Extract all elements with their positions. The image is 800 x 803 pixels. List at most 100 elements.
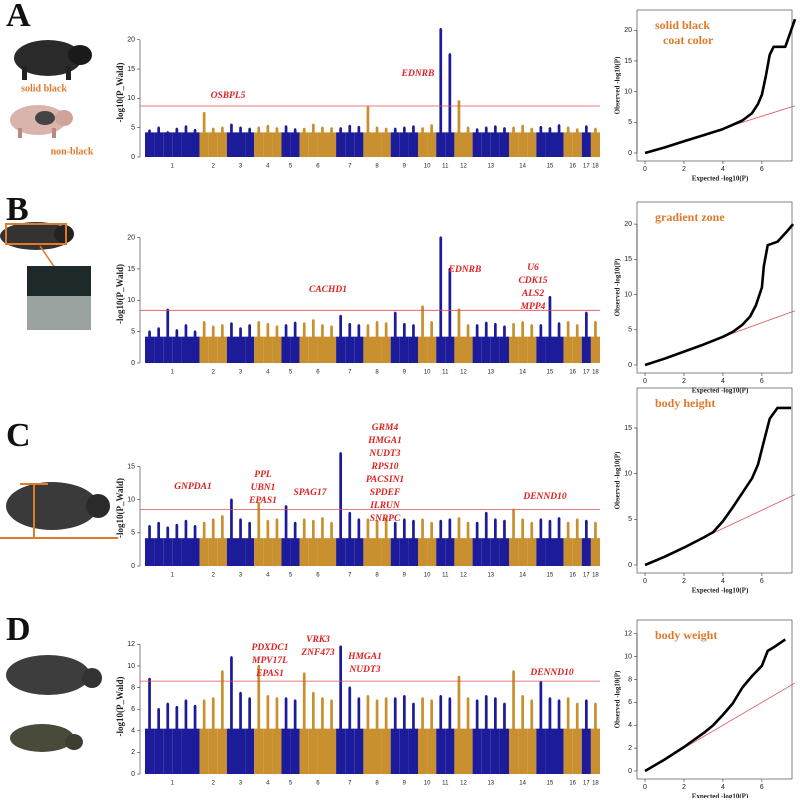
gene-label: DENND10 — [522, 492, 567, 502]
snp-spike — [430, 322, 434, 363]
snp-column — [408, 702, 418, 774]
snp-top — [448, 518, 452, 521]
snp-spike — [594, 128, 597, 157]
snp-top — [448, 697, 452, 700]
snp-spike — [321, 325, 324, 363]
plot-frame — [636, 201, 793, 374]
snp-spike — [202, 522, 206, 566]
snp-column — [363, 518, 373, 566]
gene-label: ALS2 — [521, 289, 544, 299]
snp-column — [381, 697, 391, 774]
snp-spike — [302, 673, 306, 774]
snp-spike — [594, 522, 597, 566]
snp-spike — [548, 297, 552, 363]
y-tick-label: 10 — [624, 653, 632, 660]
snp-spike — [521, 519, 525, 566]
chromosome-label: 13 — [487, 573, 494, 579]
snp-column — [245, 697, 255, 774]
snp-column — [408, 324, 418, 363]
snp-top — [394, 311, 397, 315]
snp-top — [348, 322, 351, 326]
snp-spike — [393, 128, 397, 157]
snp-spike — [239, 328, 242, 363]
snp-column — [181, 519, 191, 566]
snp-top — [184, 125, 188, 128]
chromosome-label: 9 — [403, 573, 407, 579]
snp-spike — [311, 693, 315, 774]
snp-top — [430, 521, 433, 525]
snp-top — [512, 126, 515, 129]
snp-spike — [402, 696, 406, 774]
snp-spike — [157, 127, 161, 157]
snp-column — [336, 314, 346, 363]
snp-column — [308, 319, 318, 363]
chromosome-label: 2 — [212, 573, 216, 579]
snp-spike — [184, 325, 188, 363]
gene-label: GNPDA1 — [174, 482, 211, 492]
snp-column — [226, 123, 236, 157]
snp-spike — [311, 124, 315, 157]
snp-spike — [348, 324, 352, 363]
snp-column — [472, 521, 482, 566]
snp-top — [248, 697, 251, 700]
snp-top — [512, 670, 515, 673]
snp-top — [257, 321, 260, 324]
snp-spike — [366, 107, 370, 157]
snp-spike — [275, 519, 279, 566]
snp-spike — [266, 520, 270, 566]
snp-column — [427, 699, 437, 774]
snp-column — [263, 519, 273, 566]
snp-top — [166, 702, 169, 705]
snp-top — [466, 521, 470, 525]
snp-column — [363, 695, 373, 774]
snp-top — [230, 656, 233, 659]
snp-top — [348, 124, 351, 128]
snp-spike — [193, 130, 197, 157]
snp-column — [281, 324, 291, 363]
snp-spike — [339, 315, 343, 363]
snp-top — [594, 521, 597, 525]
chromosome-label: 11 — [442, 164, 449, 170]
snp-column — [154, 708, 164, 774]
x-tick-label: 6 — [760, 578, 764, 585]
snp-top — [312, 519, 315, 523]
snp-column — [372, 519, 382, 566]
snp-top — [585, 519, 588, 523]
snp-top — [403, 322, 406, 326]
snp-top — [275, 127, 279, 130]
snp-top — [184, 699, 188, 702]
snp-top — [266, 519, 270, 523]
snp-column — [590, 321, 600, 363]
snp-column — [299, 672, 309, 774]
snp-top — [157, 126, 160, 129]
chromosome-label: 6 — [316, 573, 320, 579]
snp-spike — [284, 126, 288, 157]
snp-spike — [239, 693, 242, 774]
x-tick-label: 0 — [643, 784, 647, 791]
snp-spike — [266, 324, 270, 363]
snp-top — [521, 518, 524, 521]
snp-top — [439, 27, 442, 31]
snp-top — [412, 125, 415, 128]
snp-spike — [248, 698, 252, 774]
snp-spike — [275, 128, 279, 157]
snp-column — [381, 517, 391, 566]
snp-top — [193, 704, 197, 708]
chromosome-label: 9 — [403, 370, 407, 376]
snp-column — [181, 125, 191, 157]
chromosome-label: 8 — [375, 164, 379, 170]
y-tick-label: 10 — [127, 297, 135, 304]
snp-column — [290, 521, 300, 566]
snp-column — [236, 126, 246, 157]
snp-column — [590, 702, 600, 774]
snp-column — [418, 305, 428, 363]
snp-top — [594, 321, 597, 324]
snp-column — [299, 518, 309, 566]
snp-spike — [257, 322, 261, 363]
snp-column — [272, 697, 282, 774]
snp-column — [381, 322, 391, 363]
snp-column — [536, 324, 546, 363]
snp-spike — [430, 125, 434, 157]
snp-spike — [466, 522, 470, 566]
gene-label: CACHD1 — [309, 285, 347, 295]
